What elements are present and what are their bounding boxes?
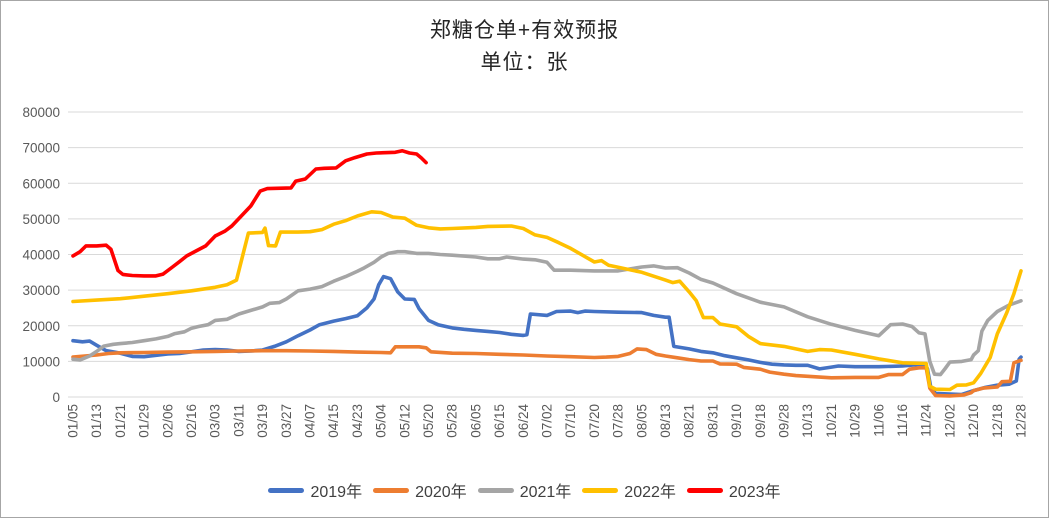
x-axis-label: 03/27 (279, 404, 294, 438)
legend-label: 2019年 (310, 484, 363, 501)
x-axis-label: 07/20 (587, 404, 602, 438)
y-axis-label: 50000 (22, 212, 60, 227)
x-axis-label: 01/05 (66, 404, 81, 438)
x-axis-label: 10/13 (800, 404, 815, 438)
x-axis-label: 06/15 (492, 404, 507, 438)
legend-item-2021: 2021年 (477, 478, 572, 502)
legend-item-2022: 2022年 (582, 478, 676, 502)
legend-swatch-2022 (582, 487, 619, 493)
y-axis-label: 10000 (22, 354, 60, 369)
series-line-2022 (71, 210, 1023, 392)
y-axis-label: 40000 (22, 248, 60, 263)
x-axis-label: 05/04 (374, 404, 389, 438)
x-axis-label: 02/06 (160, 404, 175, 438)
chart-title: 郑糖仓单+有效预报 (429, 19, 620, 42)
x-axis-label: 08/31 (705, 404, 720, 438)
x-axis-label: 03/11 (231, 404, 246, 437)
x-axis-label: 07/02 (540, 404, 555, 438)
x-axis-label: 11/06 (871, 404, 886, 437)
x-axis-label: 09/28 (777, 404, 792, 438)
x-axis-label: 12/18 (990, 404, 1005, 438)
x-axis-label: 04/15 (326, 404, 341, 438)
chart-legend: 2019年 2020年 2021年 2022年 2023年 (1, 478, 1048, 502)
x-axis-label: 06/05 (468, 404, 483, 438)
y-axis-label: 20000 (22, 319, 60, 334)
x-axis-label: 07/10 (563, 404, 578, 438)
x-axis-label: 12/28 (1014, 404, 1029, 438)
x-axis-label: 07/28 (611, 404, 626, 438)
legend-label: 2023年 (728, 484, 781, 501)
legend-label: 2021年 (519, 484, 572, 501)
x-axis-label: 11/16 (895, 404, 910, 437)
legend-item-2023: 2023年 (686, 478, 781, 502)
legend-label: 2022年 (624, 484, 676, 501)
x-axis-label: 01/13 (89, 404, 104, 438)
x-axis-label: 11/24 (919, 404, 934, 437)
legend-swatch-2020 (373, 487, 410, 493)
x-axis-label: 09/10 (729, 404, 744, 438)
y-axis-label: 30000 (22, 283, 60, 298)
series-line-2023 (71, 149, 428, 278)
legend-swatch-2023 (686, 487, 723, 493)
y-axis-label: 70000 (22, 141, 60, 156)
x-axis-label: 04/07 (303, 404, 318, 438)
legend-swatch-2021 (477, 487, 514, 493)
legend-swatch-2019 (268, 487, 305, 493)
legend-item-2019: 2019年 (268, 478, 362, 502)
legend-label: 2020年 (415, 484, 467, 501)
x-axis-label: 08/05 (634, 404, 649, 438)
x-axis-label: 01/29 (137, 404, 152, 438)
y-axis-label: 60000 (22, 176, 60, 191)
legend-item-2020: 2020年 (373, 478, 467, 502)
series-line-2020 (71, 344, 1023, 398)
x-axis-label: 03/19 (255, 404, 270, 438)
x-axis-label: 10/29 (848, 404, 863, 438)
chart-subtitle: 单位：张 (480, 51, 569, 74)
y-axis-label: 80000 (22, 105, 60, 120)
x-axis-label: 08/21 (682, 404, 697, 438)
x-axis-label: 12/02 (942, 404, 957, 438)
series-line-2021 (71, 249, 1023, 377)
x-axis-label: 01/21 (113, 404, 128, 438)
x-axis-label: 06/24 (516, 404, 531, 438)
y-axis-label: 0 (52, 390, 60, 405)
x-axis-label: 02/16 (184, 404, 199, 438)
x-axis-label: 12/10 (966, 404, 981, 438)
x-axis-label: 05/20 (421, 404, 436, 438)
x-axis-label: 09/18 (753, 404, 768, 438)
x-axis-label: 10/21 (824, 404, 839, 438)
x-axis-label: 08/13 (658, 404, 673, 438)
x-axis-label: 05/28 (445, 404, 460, 438)
x-axis-label: 05/12 (397, 404, 412, 438)
x-axis-label: 03/03 (208, 404, 223, 438)
x-axis-label: 04/23 (350, 404, 365, 438)
